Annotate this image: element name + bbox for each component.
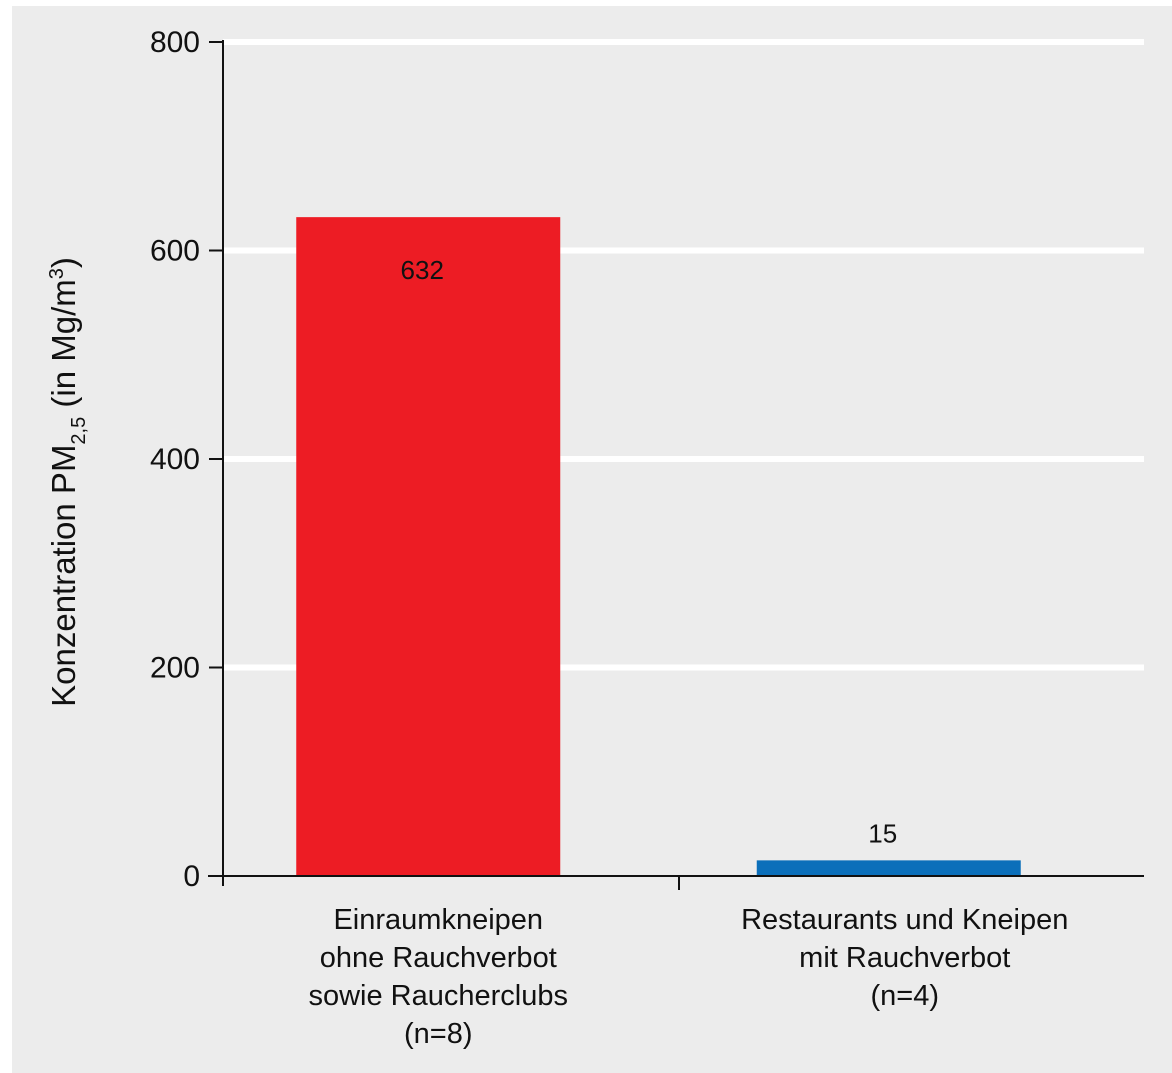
y-axis-title-main: Konzentration PM: [45, 445, 82, 707]
y-axis-title-unit-end: ): [45, 257, 82, 268]
data-label-1: 632: [401, 255, 444, 285]
y-tick-labels: 0 200 400 600 800: [150, 26, 223, 893]
category-label-2-line-1: Restaurants und Kneipen: [741, 904, 1068, 936]
bar-1: [296, 217, 561, 876]
axes: [208, 40, 1144, 890]
category-label-1-line-2: ohne Rauchverbot: [320, 942, 557, 974]
y-tick-label-600: 600: [150, 235, 200, 268]
y-axis-title-unit: (in Mg/m: [45, 279, 82, 417]
category-labels: Einraumkneipen ohne Rauchverbot sowie Rauc…: [308, 904, 1068, 1050]
data-label-2: 15: [868, 818, 897, 848]
y-tick-label-200: 200: [150, 652, 200, 685]
y-tick-label-800: 800: [150, 26, 200, 59]
y-axis-title: Konzentration PM2,5 (in Mg/m3): [45, 257, 90, 707]
chart-frame: 0 200 400 600 800 632 15 Einraumkneipen ohne R…: [12, 6, 1172, 1073]
category-label-2-line-2: mit Rauchverbot: [799, 942, 1010, 974]
y-tick-label-400: 400: [150, 443, 200, 476]
y-axis-title-superscript: 3: [46, 268, 68, 279]
bar-chart: 0 200 400 600 800 632 15 Einraumkneipen ohne R…: [45, 26, 1144, 1050]
category-label-1-line-1: Einraumkneipen: [333, 904, 543, 936]
bars: [296, 217, 1021, 876]
category-label-1-line-4: (n=8): [404, 1018, 473, 1050]
data-labels: 632 15: [401, 255, 898, 848]
category-label-1-line-3: sowie Raucherclubs: [308, 980, 568, 1012]
bar-2: [756, 860, 1021, 876]
y-axis-title-subscript: 2,5: [68, 417, 90, 445]
category-label-2-line-3: (n=4): [870, 980, 939, 1012]
y-tick-label-0: 0: [183, 860, 200, 893]
